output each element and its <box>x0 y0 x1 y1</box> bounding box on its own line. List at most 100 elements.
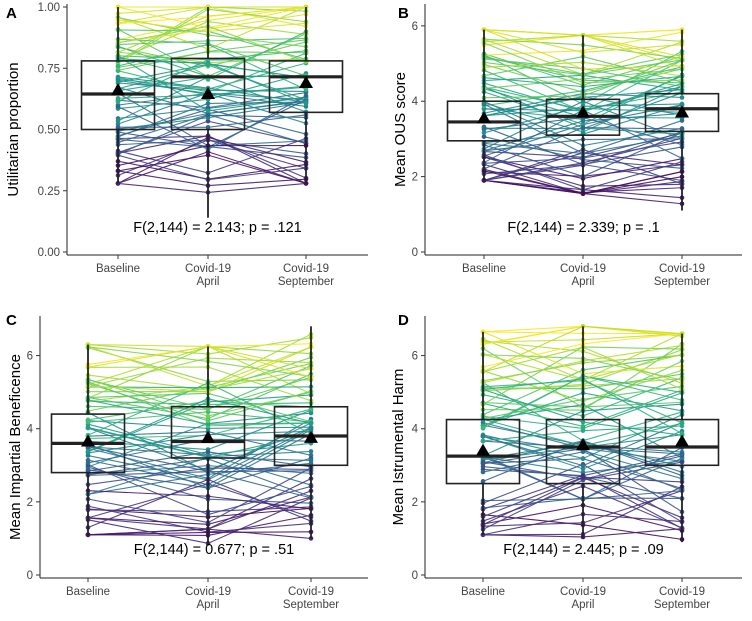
x-tick-label: April <box>196 599 219 611</box>
subject-point <box>205 112 211 118</box>
panel-letter: C <box>6 312 17 329</box>
subject-point <box>115 104 121 109</box>
subject-point <box>205 413 211 419</box>
x-tick-label: September <box>654 599 710 611</box>
panel-d: D 0 2 4 6 Mean Istrumental Harm Baseline Covid-… <box>390 312 742 611</box>
x-tick-label: Covid-19 <box>659 263 705 275</box>
subject-point <box>303 101 309 106</box>
subject-point <box>115 78 121 83</box>
iqr-box <box>545 418 621 485</box>
y-tick-label: 0 <box>412 570 418 582</box>
y-axis-title: Mean Impartial Beneficence <box>7 354 24 540</box>
y-tick-label: 0.75 <box>38 63 60 75</box>
subject-point <box>205 449 211 455</box>
subject-point <box>85 467 91 472</box>
iqr-box <box>445 418 521 485</box>
y-tick-label: 4 <box>27 424 34 436</box>
subject-point <box>580 122 586 127</box>
subject-point <box>481 127 487 132</box>
boxplot-box <box>644 333 720 543</box>
subject-point <box>580 125 586 130</box>
subject-point <box>205 108 211 114</box>
subject-point <box>580 419 586 425</box>
boxplot-box <box>273 326 349 539</box>
mean-marker <box>81 434 95 447</box>
subject-point <box>303 4 309 10</box>
subject-point <box>205 4 211 10</box>
subject-point <box>303 93 309 99</box>
subject-point <box>480 461 486 467</box>
subject-point <box>480 434 486 439</box>
y-tick-label: 0.25 <box>38 186 60 198</box>
x-tick-label: Baseline <box>462 263 506 275</box>
x-tick-label: Baseline <box>461 586 505 598</box>
y-tick-label: 0 <box>27 570 33 582</box>
subject-point <box>580 428 586 433</box>
subject-point <box>308 449 314 454</box>
mean-marker <box>201 86 215 99</box>
x-tick-label: Covid-19 <box>659 586 705 598</box>
subject-point <box>85 419 91 425</box>
panel-letter: A <box>6 5 17 22</box>
subject-lines <box>87 333 312 544</box>
panel-letter: B <box>398 5 409 22</box>
y-axis-title: Utilitarian proportion <box>5 62 22 196</box>
subject-point <box>115 68 121 74</box>
y-tick-label: 1.00 <box>38 2 60 14</box>
subject-point <box>85 448 91 454</box>
boxplot-box <box>545 326 621 539</box>
subject-lines <box>117 6 307 193</box>
y-tick-label: 0.00 <box>38 247 60 259</box>
subject-point <box>308 458 314 463</box>
x-tick-label: April <box>571 599 594 611</box>
subject-point <box>580 475 586 480</box>
subject-point <box>580 466 586 472</box>
subject-point <box>679 101 685 107</box>
x-tick-label: April <box>196 276 219 288</box>
subject-point <box>580 423 586 429</box>
x-tick-label: Covid-19 <box>185 586 231 598</box>
subject-point <box>679 451 685 457</box>
anova-annotation: F(2,144) = 2.339; p = .1 <box>507 220 659 236</box>
subject-point <box>679 126 685 132</box>
boxplot-box <box>50 344 126 535</box>
boxplot-box <box>446 29 522 181</box>
subject-point <box>308 406 314 412</box>
y-tick-label: 4 <box>412 424 419 436</box>
boxplot-box <box>80 7 156 184</box>
subject-point <box>205 125 211 130</box>
subject-point <box>481 130 487 136</box>
subject-point <box>580 118 586 124</box>
mean-marker <box>576 105 590 118</box>
anova-annotation: F(2,144) = 0.677; p = .51 <box>134 542 294 558</box>
subject-point <box>308 421 314 426</box>
y-tick-label: 0.50 <box>38 125 60 137</box>
y-tick-label: 6 <box>412 351 418 363</box>
subject-line <box>87 345 312 399</box>
subject-point <box>679 431 685 436</box>
y-tick-label: 2 <box>412 172 418 184</box>
subject-point <box>115 63 121 69</box>
iqr-box <box>268 60 344 114</box>
y-tick-label: 2 <box>412 497 418 509</box>
subject-point <box>480 438 486 444</box>
mean-marker <box>304 430 318 443</box>
subject-point <box>115 4 121 10</box>
y-tick-label: 4 <box>412 96 419 108</box>
subject-point <box>205 406 211 412</box>
subject-point <box>480 426 486 431</box>
anova-annotation: F(2,144) = 2.445; p = .09 <box>503 542 663 558</box>
x-tick-label: Covid-19 <box>560 586 606 598</box>
subject-point <box>115 95 121 101</box>
x-tick-label: Covid-19 <box>560 263 606 275</box>
subject-point <box>679 95 685 100</box>
subject-point <box>85 425 91 431</box>
subject-point <box>480 469 486 475</box>
mean-marker <box>576 438 590 451</box>
y-axis-title: Mean OUS score <box>392 72 409 187</box>
x-tick-label: Covid-19 <box>288 586 334 598</box>
x-tick-label: September <box>654 276 710 288</box>
x-tick-label: Covid-19 <box>185 263 231 275</box>
